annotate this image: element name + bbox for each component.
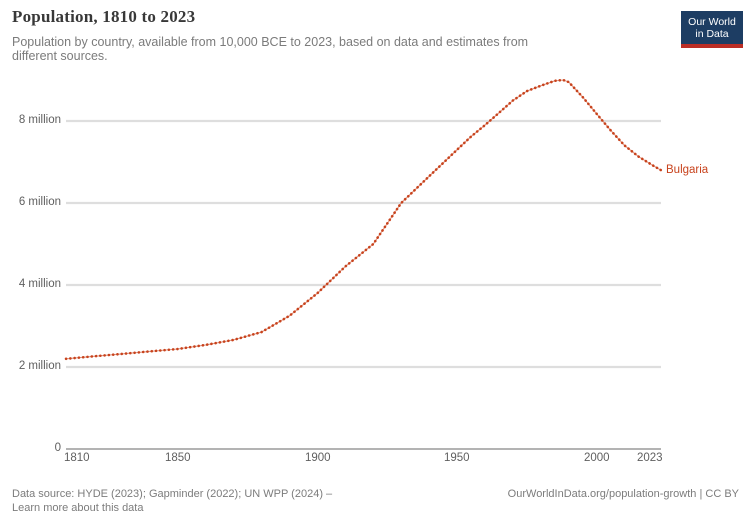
series-line-bulgaria[interactable] <box>64 78 663 361</box>
chart-subtitle-line1: Population by country, available from 10… <box>12 35 529 49</box>
data-source-line1: Data source: HYDE (2023); Gapminder (202… <box>12 488 333 500</box>
y-axis-tick-label: 6 million <box>18 196 61 208</box>
chart-title: Population, 1810 to 2023 <box>12 7 196 26</box>
series-label-bulgaria[interactable]: Bulgaria <box>666 164 709 176</box>
y-axis-tick-label: 0 <box>54 442 61 454</box>
x-axis-tick-label: 1850 <box>165 452 191 464</box>
learn-more-link[interactable]: Learn more about this data <box>12 502 144 514</box>
y-axis-tick-label: 4 million <box>18 278 61 290</box>
chart-subtitle: Population by country, available from 10… <box>12 35 660 63</box>
owid-url-license[interactable]: OurWorldInData.org/population-growth | C… <box>507 488 739 500</box>
data-source-note: Data source: HYDE (2023); Gapminder (202… <box>12 487 432 515</box>
x-axis-tick-label: 1810 <box>64 452 90 464</box>
y-axis-tick-label: 2 million <box>18 360 61 372</box>
x-axis-tick-label: 2023 <box>637 452 663 464</box>
x-axis-tick-label: 1900 <box>305 452 331 464</box>
x-axis-tick-label: 2000 <box>584 452 610 464</box>
owid-logo[interactable]: Our World in Data <box>681 11 743 48</box>
x-axis-tick-label: 1950 <box>444 452 470 464</box>
owid-logo-text-line1: Our World <box>688 16 736 28</box>
y-axis-tick-label: 8 million <box>18 114 61 126</box>
owid-logo-text-line2: in Data <box>695 28 729 40</box>
chart-subtitle-line2: different sources. <box>12 49 108 63</box>
owid-logo-red-bar <box>681 44 743 48</box>
